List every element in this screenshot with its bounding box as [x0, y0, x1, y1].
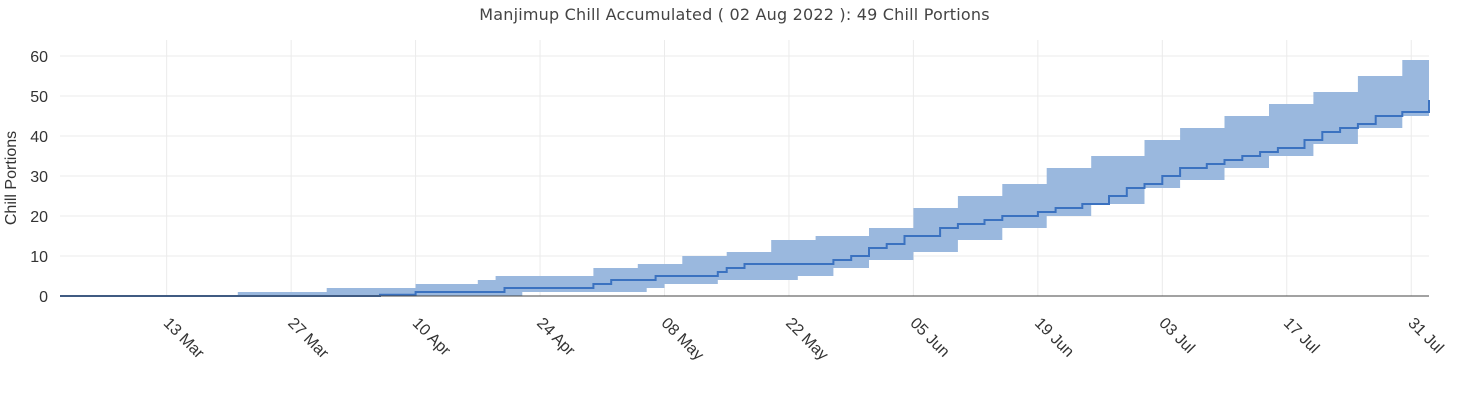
y-tick-label: 50	[30, 89, 48, 106]
y-tick-label: 0	[39, 289, 48, 306]
current-season-line	[60, 100, 1430, 297]
x-tick-label: 27 Mar	[284, 315, 332, 363]
chart-title: Manjimup Chill Accumulated ( 02 Aug 2022…	[479, 5, 990, 24]
range-band	[60, 52, 1429, 296]
x-tick-label: 05 Jun	[907, 315, 953, 361]
x-tick-label: 17 Jul	[1280, 315, 1322, 357]
y-tick-label: 60	[30, 49, 48, 66]
x-axis-ticks: 13 Mar 27 Mar 10 Apr 24 Apr 08 May 22 May 05 J…	[160, 315, 1447, 364]
x-tick-label: 19 Jun	[1031, 315, 1077, 361]
x-tick-label: 22 May	[782, 315, 831, 364]
y-tick-label: 40	[30, 129, 48, 146]
x-tick-label: 10 Apr	[409, 315, 454, 360]
y-axis-title: Chill Portions	[3, 131, 20, 225]
x-tick-label: 03 Jul	[1155, 315, 1197, 357]
x-tick-label: 24 Apr	[533, 315, 578, 360]
y-axis-ticks: 0 10 20 30 40 50 60	[30, 49, 48, 306]
x-tick-label: 31 Jul	[1404, 315, 1446, 357]
x-tick-label: 08 May	[658, 315, 707, 364]
x-tick-label: 13 Mar	[160, 315, 208, 363]
y-tick-label: 10	[30, 249, 48, 266]
y-tick-label: 30	[30, 169, 48, 186]
y-tick-label: 20	[30, 209, 48, 226]
